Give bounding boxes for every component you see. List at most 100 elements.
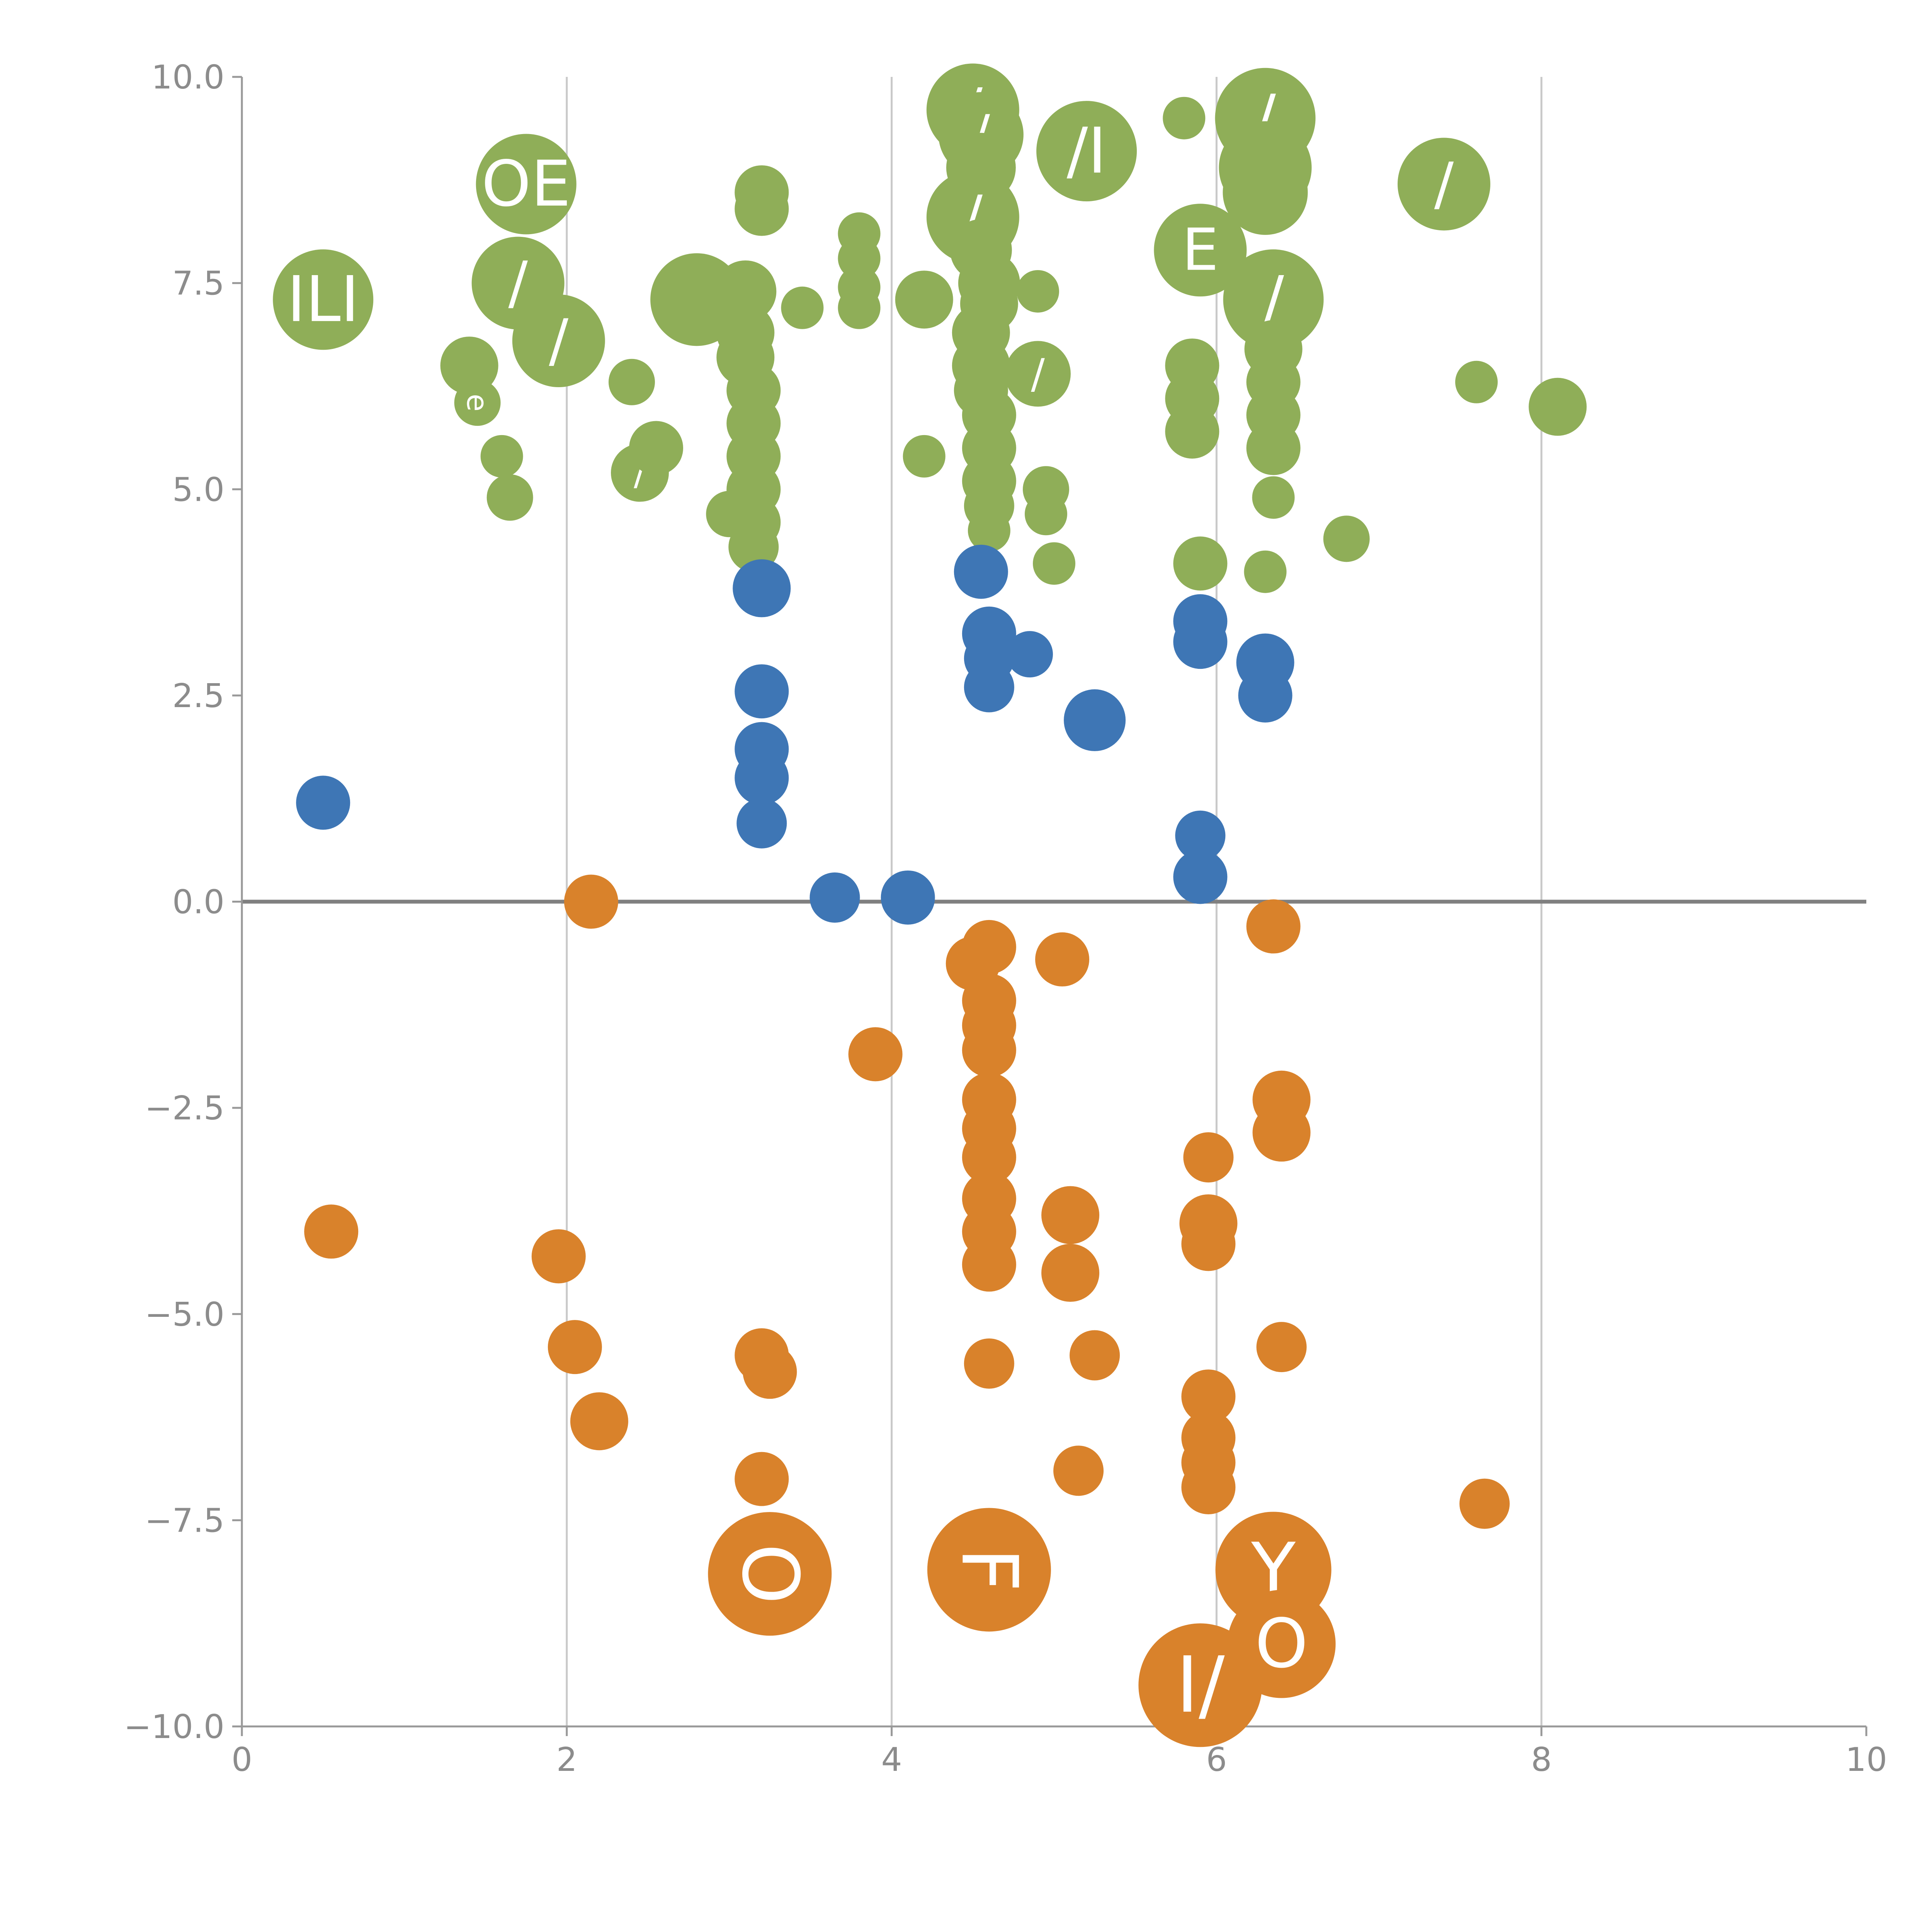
data-point — [480, 435, 523, 478]
point-label: E — [1182, 216, 1219, 284]
point-label: / — [508, 250, 528, 317]
point-label: I/ — [1176, 1640, 1225, 1730]
data-point — [1256, 1322, 1307, 1372]
data-point — [548, 1320, 602, 1374]
point-label: ILI — [287, 263, 359, 336]
y-tick-label: 5.0 — [172, 471, 224, 509]
point-label: / — [1434, 150, 1454, 218]
data-point — [1181, 1460, 1236, 1514]
data-point — [810, 872, 860, 923]
series-orange-cluster-low: O FI/YO — [304, 874, 1510, 1747]
data-point — [1183, 1132, 1234, 1183]
data-point — [714, 260, 777, 322]
x-tick-label: 4 — [881, 1741, 902, 1779]
data-point — [1252, 1104, 1311, 1162]
x-tick-label: 8 — [1531, 1741, 1552, 1779]
y-tick-label: 10.0 — [151, 58, 224, 97]
data-point — [1163, 97, 1206, 139]
data-point — [1529, 378, 1587, 436]
y-tick-label: −10.0 — [124, 1708, 224, 1746]
data-point — [476, 134, 577, 235]
data-point — [962, 1237, 1016, 1292]
data-point — [1036, 101, 1137, 202]
data-point — [629, 421, 684, 475]
data-point — [1041, 1244, 1100, 1302]
data-point — [881, 870, 935, 925]
data-point — [486, 474, 533, 521]
data-point — [895, 270, 953, 329]
data-point — [273, 249, 374, 350]
data-point — [1175, 810, 1226, 861]
data-point — [962, 920, 1016, 974]
data-point — [1005, 341, 1071, 407]
x-tick-label: 2 — [556, 1741, 577, 1779]
data-point — [781, 286, 824, 329]
point-label: e — [461, 394, 495, 412]
y-tick-label: −5.0 — [145, 1296, 224, 1334]
data-point — [1459, 1478, 1510, 1529]
data-point — [1154, 204, 1247, 297]
data-point — [454, 379, 501, 426]
data-point — [964, 1338, 1014, 1389]
data-point — [1181, 1217, 1236, 1271]
gridlines-layer — [242, 77, 1866, 1726]
data-point — [1173, 615, 1228, 669]
data-point — [1223, 249, 1324, 350]
data-point — [296, 776, 350, 830]
data-point — [1181, 1369, 1236, 1424]
data-point — [1070, 1330, 1120, 1381]
data-point — [531, 1229, 586, 1284]
data-point — [1455, 361, 1498, 403]
data-point — [1041, 1186, 1100, 1244]
point-label: /I — [1067, 115, 1107, 188]
data-point — [1223, 150, 1308, 235]
data-point — [1227, 1590, 1336, 1698]
data-point — [570, 1392, 628, 1451]
x-tick-label: 10 — [1845, 1741, 1887, 1779]
data-point — [1238, 668, 1293, 723]
data-point — [736, 798, 787, 849]
axes-layer: 0 2 4 6 8 10 −10.0 −7.5 −5.0 −2.5 0.0 2.5 5.0 7.5 10.0 — [124, 58, 1888, 1779]
point-label: / — [1031, 350, 1045, 398]
y-tick-label: 2.5 — [172, 677, 224, 715]
data-point — [1035, 932, 1090, 986]
data-point — [968, 509, 1010, 552]
data-point — [1246, 421, 1301, 475]
data-point — [708, 1512, 832, 1636]
data-point — [735, 1452, 789, 1506]
data-point — [848, 1027, 903, 1082]
y-tick-label: −2.5 — [145, 1089, 224, 1128]
data-point — [735, 182, 789, 236]
data-point — [962, 1130, 1016, 1185]
x-tick-label: 0 — [231, 1741, 252, 1779]
data-point — [1016, 270, 1059, 313]
data-point — [304, 1204, 359, 1259]
data-point — [1053, 1446, 1104, 1496]
series-blue-cluster-mid — [296, 544, 1294, 925]
y-tick-label: 7.5 — [172, 265, 224, 303]
data-point — [512, 294, 605, 388]
data-point — [964, 662, 1014, 713]
data-point — [927, 1508, 1051, 1632]
data-point — [733, 559, 791, 617]
data-point — [440, 337, 498, 395]
point-label: F — [944, 1548, 1034, 1592]
point-label: / — [549, 307, 569, 374]
data-point — [1246, 899, 1301, 954]
data-point — [735, 664, 789, 719]
x-tick-label: 6 — [1206, 1741, 1227, 1779]
data-point — [1165, 404, 1219, 459]
data-point — [1173, 536, 1228, 591]
data-point — [1244, 550, 1287, 593]
point-label: O — [1255, 1605, 1308, 1683]
data-point — [954, 544, 1008, 599]
data-point — [728, 522, 779, 572]
data-point — [962, 1023, 1016, 1077]
data-point — [1064, 689, 1126, 751]
y-tick-label: 0.0 — [172, 883, 224, 922]
data-point — [1024, 493, 1067, 536]
data-point — [743, 1345, 797, 1399]
